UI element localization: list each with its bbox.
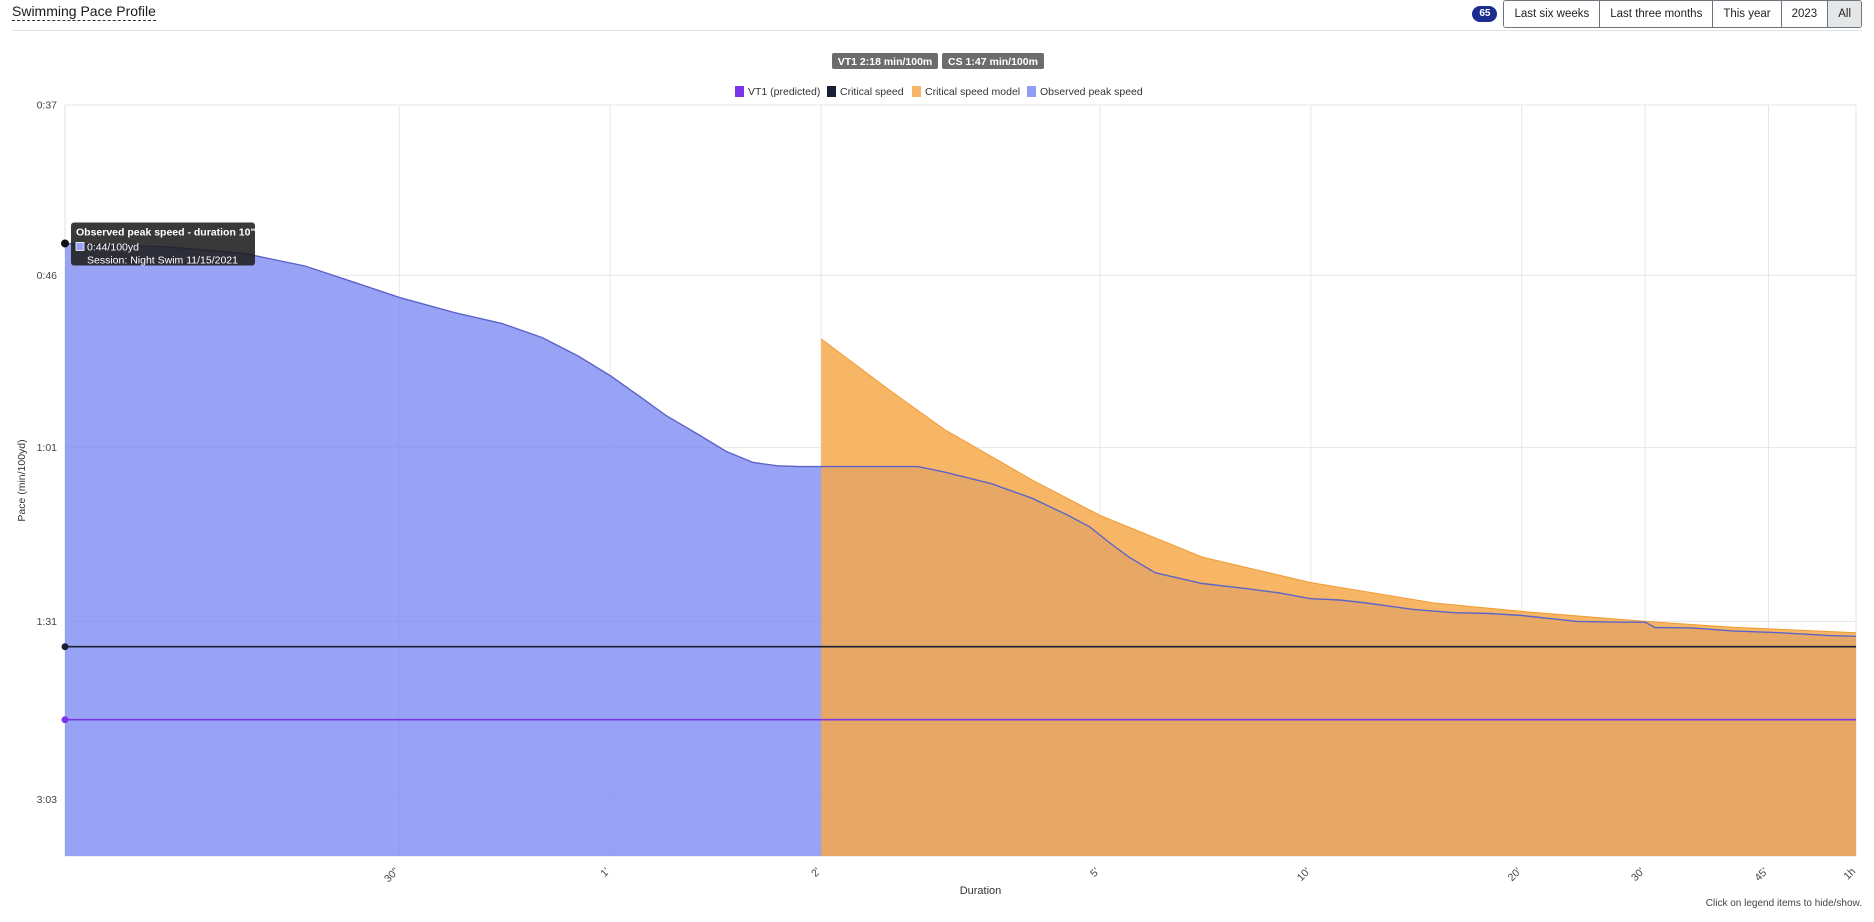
x-tick-label: 10': [1295, 866, 1313, 884]
critical-speed-model-line: [820, 338, 1857, 634]
tooltip-title: Observed peak speed - duration 10": [76, 226, 255, 238]
threshold-badges: VT1 2:18 min/100m CS 1:47 min/100m: [832, 53, 1044, 69]
y-tick-label: 0:37: [37, 100, 58, 112]
legend-item-critical-speed[interactable]: Critical speed: [827, 86, 904, 98]
legend-label: VT1 (predicted): [748, 86, 820, 98]
vt1-badge-background: [832, 53, 938, 69]
range-button-this-year[interactable]: This year: [1713, 1, 1782, 27]
legend-item-vt1-predicted[interactable]: VT1 (predicted): [735, 86, 820, 98]
tooltip: Observed peak speed - duration 10" 0:44/1…: [71, 222, 255, 266]
critical-speed-model-area: [821, 338, 1856, 856]
observed-peak-speed-line: [64, 242, 1857, 637]
tooltip-value: 0:44/100yd: [87, 241, 139, 253]
x-tick-label: 1': [598, 866, 612, 880]
page-title[interactable]: Swimming Pace Profile: [12, 3, 156, 21]
tooltip-background: [71, 222, 255, 266]
range-button-all[interactable]: All: [1828, 1, 1861, 27]
y-tick-label: 0:46: [37, 270, 58, 282]
activity-count-badge: 65: [1472, 6, 1498, 22]
y-axis-title: Pace (min/100yd): [16, 439, 28, 521]
range-button-2023[interactable]: 2023: [1781, 1, 1829, 27]
x-axis-title: Duration: [960, 885, 1002, 897]
vt1-badge: VT1 2:18 min/100m: [838, 56, 933, 68]
y-tick-label: 1:01: [37, 442, 58, 454]
cs-badge-background: [942, 53, 1044, 69]
range-selector: 65 Last six weeks Last three months This…: [1472, 0, 1862, 28]
y-tick-label: 1:31: [37, 616, 58, 628]
x-tick-label: 30": [382, 865, 402, 885]
y-tick-label: 3:03: [37, 794, 58, 806]
tooltip-session: Session: Night Swim 11/15/2021: [87, 254, 238, 266]
page-header: Swimming Pace Profile 65 Last six weeks …: [12, 0, 1862, 31]
x-tick-label: 2': [809, 866, 823, 880]
range-button-last-six-weeks[interactable]: Last six weeks: [1504, 1, 1601, 27]
legend-swatch: [912, 86, 921, 97]
legend-swatch: [827, 86, 836, 97]
legend-item-observed-peak-speed[interactable]: Observed peak speed: [1027, 86, 1143, 98]
legend: VT1 (predicted) Critical speed Critical sp…: [735, 86, 1143, 98]
legend-hint: Click on legend items to hide/show.: [1705, 898, 1862, 909]
vt1-predicted-point[interactable]: [61, 716, 69, 724]
x-tick-label: 30': [1629, 866, 1647, 884]
tooltip-swatch: [75, 242, 85, 251]
hovered-point[interactable]: [61, 239, 69, 248]
range-button-group: Last six weeks Last three months This ye…: [1503, 0, 1862, 28]
x-tick-label: 45': [1752, 866, 1770, 884]
legend-label: Critical speed model: [925, 86, 1020, 98]
legend-swatch: [735, 86, 744, 97]
x-tick-label: 5': [1088, 866, 1102, 880]
legend-label: Critical speed: [840, 86, 904, 98]
legend-swatch: [1027, 86, 1036, 97]
cs-badge: CS 1:47 min/100m: [948, 56, 1038, 68]
legend-item-critical-speed-model[interactable]: Critical speed model: [912, 86, 1020, 98]
critical-speed-point[interactable]: [61, 643, 69, 651]
x-tick-label: 1h: [1841, 866, 1858, 883]
legend-label: Observed peak speed: [1040, 86, 1143, 98]
range-button-last-three-months[interactable]: Last three months: [1600, 1, 1714, 27]
x-tick-label: 20': [1506, 866, 1524, 884]
